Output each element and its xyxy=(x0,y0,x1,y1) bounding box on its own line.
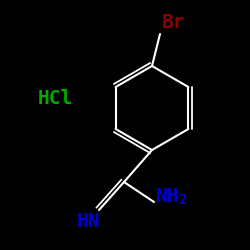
Text: HCl: HCl xyxy=(38,88,73,108)
Text: Br: Br xyxy=(162,13,186,32)
Text: NH: NH xyxy=(156,188,180,206)
Text: 2: 2 xyxy=(178,193,186,207)
Text: HN: HN xyxy=(77,212,100,231)
